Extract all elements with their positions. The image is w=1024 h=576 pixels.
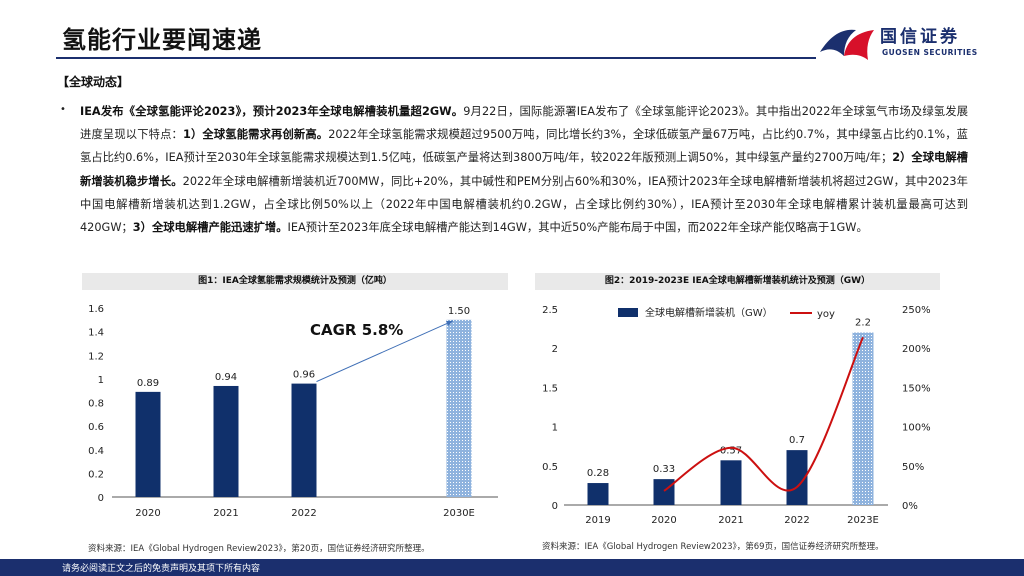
- paragraph-text: 2022年全球电解槽新增装机近700MW，同比+20%，其中碱性和PEM分别占6…: [80, 174, 968, 235]
- bar: [653, 479, 675, 505]
- y-right-tick-label: 200%: [902, 344, 931, 355]
- legend-line-label: yoy: [817, 309, 835, 320]
- paragraph-emphasis: IEA发布《全球氢能评论2023》，预计2023年全球电解槽装机量超2GW。: [80, 105, 464, 118]
- paragraph-text: 9月22日，国际能源署IEA发布了《全球氢能评论2023》。其中指出2022年全…: [80, 105, 968, 142]
- y-left-tick-label: 0.5: [542, 462, 558, 473]
- y-left-tick-label: 0: [552, 501, 558, 512]
- y-left-tick-label: 2.5: [542, 305, 558, 316]
- bar: [291, 383, 317, 497]
- chart1-header: 图1：IEA全球氢能需求规模统计及预测（亿吨）: [82, 273, 508, 290]
- bar-value-label: 0.28: [587, 468, 609, 479]
- bar: [786, 450, 808, 505]
- paragraph-emphasis: 3）全球电解槽产能迅速扩增。: [132, 221, 288, 235]
- cagr-annotation: CAGR 5.8%: [310, 321, 403, 339]
- bar-value-label: 0.89: [137, 378, 159, 389]
- chart2-source: 资料来源：IEA《Global Hydrogen Review2023》，第69…: [542, 542, 884, 552]
- footer-bar: 请务必阅读正文之后的免责声明及其项下所有内容: [0, 559, 1024, 576]
- x-tick-label: 2022: [291, 508, 316, 519]
- bar: [446, 319, 472, 497]
- x-tick-label: 2021: [213, 508, 238, 519]
- bar-value-label: 0.94: [215, 372, 237, 383]
- y-tick-label: 0.2: [88, 469, 104, 480]
- y-right-tick-label: 100%: [902, 423, 931, 434]
- section-tag: 【全球动态】: [57, 75, 130, 89]
- bar: [587, 483, 609, 505]
- hydrogen-demand-chart: 0 0.2 0.4 0.6 0.8 1 1.2 1.4 1.6 0.89 2020 0.94 2021 0…: [88, 304, 498, 519]
- bar-value-label: 1.50: [448, 306, 470, 317]
- bar-value-label: 2.2: [855, 318, 871, 329]
- page-title: 氢能行业要闻速递: [62, 26, 262, 54]
- y-tick-label: 0: [98, 493, 104, 504]
- y-tick-label: 0.4: [88, 446, 104, 457]
- bar-value-label: 0.33: [653, 464, 675, 475]
- bullet-marker: •: [60, 104, 66, 115]
- x-tick-label: 2019: [585, 515, 610, 526]
- bar-value-label: 0.96: [293, 370, 315, 381]
- y-right-tick-label: 50%: [902, 462, 924, 473]
- legend-bar-label: 全球电解槽新增装机（GW）: [645, 306, 773, 319]
- chart2-header: 图2：2019-2023E IEA全球电解槽新增装机统计及预测（GW）: [535, 273, 940, 290]
- cagr-arrowhead: [446, 320, 453, 326]
- y-left-tick-label: 2: [552, 344, 558, 355]
- bar-value-label: 0.57: [720, 445, 742, 456]
- x-tick-label: 2020: [135, 508, 160, 519]
- paragraph-emphasis: 1）全球氢能需求再创新高。: [182, 128, 329, 142]
- y-tick-label: 1.6: [88, 304, 104, 315]
- bar: [720, 460, 742, 505]
- bar: [213, 385, 239, 497]
- y-right-tick-label: 0%: [902, 501, 918, 512]
- x-tick-label: 2020: [651, 515, 676, 526]
- y-right-tick-label: 250%: [902, 305, 931, 316]
- title-divider: [56, 57, 816, 59]
- y-tick-label: 1.2: [88, 351, 104, 362]
- x-tick-label: 2021: [718, 515, 743, 526]
- logo-text-en: GUOSEN SECURITIES: [882, 48, 978, 57]
- bar: [852, 332, 874, 505]
- y-tick-label: 1.4: [88, 328, 104, 339]
- x-tick-label: 2022: [784, 515, 809, 526]
- y-tick-label: 0.8: [88, 399, 104, 410]
- news-paragraph: IEA发布《全球氢能评论2023》，预计2023年全球电解槽装机量超2GW。9月…: [80, 100, 968, 239]
- guosen-logo: [820, 29, 874, 60]
- paragraph-emphasis: 2）全球电解槽新增装机稳步增长。: [80, 151, 968, 188]
- disclaimer-text: 请务必阅读正文之后的免责声明及其项下所有内容: [62, 564, 261, 574]
- x-tick-label: 2023E: [847, 515, 879, 526]
- paragraph-text: 2022年全球氢能需求规模超过9500万吨，同比增长约3%，全球低碳氢产量67万…: [80, 128, 968, 165]
- y-right-tick-label: 150%: [902, 383, 931, 394]
- bar: [135, 391, 161, 497]
- bar-value-label: 0.7: [789, 435, 805, 446]
- x-tick-label: 2030E: [443, 508, 475, 519]
- yoy-line: [663, 336, 864, 492]
- y-tick-label: 0.6: [88, 422, 104, 433]
- logo-text-cn: 国信证券: [880, 27, 960, 47]
- y-left-tick-label: 1: [552, 423, 558, 434]
- cagr-arrow: [316, 320, 454, 383]
- chart1-source: 资料来源：IEA《Global Hydrogen Review2023》，第20…: [88, 544, 430, 554]
- y-tick-label: 1: [98, 375, 104, 386]
- electrolyzer-chart: 0 0.5 1 1.5 2 2.5 0% 50% 100% 150% 200% 250% 0.28 201…: [542, 305, 931, 526]
- legend-bar-swatch: [618, 308, 638, 317]
- paragraph-text: IEA预计至2023年底全球电解槽产能达到14GW，其中近50%产能布局于中国，…: [287, 221, 868, 235]
- y-left-tick-label: 1.5: [542, 383, 558, 394]
